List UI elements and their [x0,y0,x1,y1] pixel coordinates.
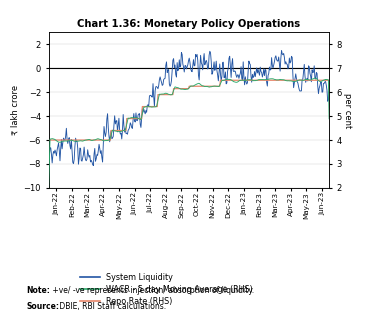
Title: Chart 1.36: Monetary Policy Operations: Chart 1.36: Monetary Policy Operations [77,19,300,29]
Text: Source:: Source: [26,302,59,311]
Y-axis label: per cent: per cent [343,93,352,128]
Text: +ve/ -ve represents injection/ absorption of liquidity.: +ve/ -ve represents injection/ absorptio… [50,286,255,295]
Text: Note:: Note: [26,286,50,295]
Y-axis label: ₹ lakh crore: ₹ lakh crore [10,85,19,135]
Text: DBIE, RBI Staff calculations.: DBIE, RBI Staff calculations. [57,302,166,311]
Legend: System Liquidity, WACR - 5 day Moving Average (RHS), Repo Rate (RHS): System Liquidity, WACR - 5 day Moving Av… [80,273,253,306]
